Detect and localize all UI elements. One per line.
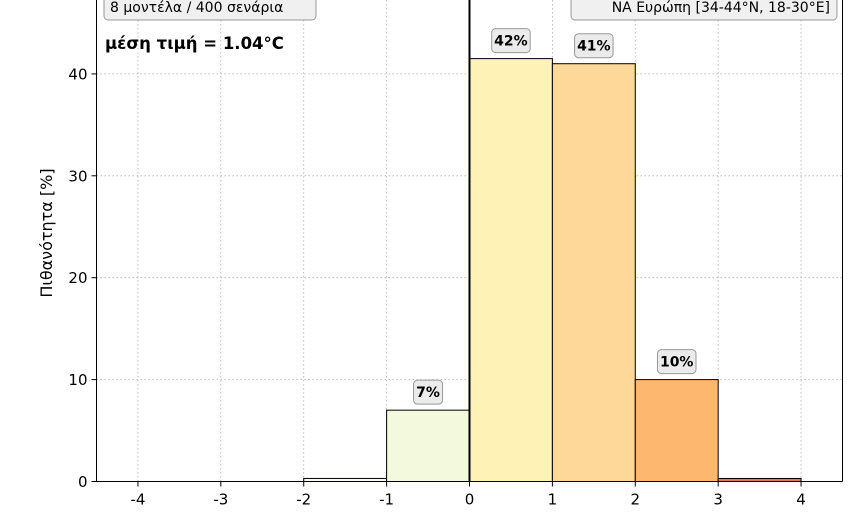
- bar-label-box: 7%: [413, 379, 444, 405]
- bar-value-labels: 7% 42% 41% 10%: [413, 28, 697, 405]
- bar-label-background: [491, 28, 531, 54]
- x-tick-label: 1: [548, 491, 558, 509]
- y-tick-label: 20: [68, 269, 87, 287]
- y-tick-label: 30: [68, 167, 87, 185]
- x-tick-label: -1: [379, 491, 394, 509]
- y-tick-label: 10: [68, 371, 87, 389]
- histogram-bar: [551, 63, 636, 483]
- y-tick-label: 40: [68, 65, 87, 83]
- bar-value-label: 10%: [660, 355, 694, 371]
- bar-label-box: 41%: [574, 33, 614, 59]
- x-axis-ticks: -4 -3 -2 -1 0 1 2 3 4: [130, 481, 806, 509]
- x-tick-label: 4: [796, 491, 806, 509]
- histogram-bar: [469, 58, 553, 483]
- histogram-bar: [634, 379, 719, 483]
- bar-label-box: 10%: [656, 349, 697, 375]
- x-tick-label: 0: [465, 491, 475, 509]
- bar-label-background: [656, 349, 697, 375]
- x-tick-label: 2: [631, 491, 641, 509]
- bar-label-background: [413, 379, 444, 405]
- bar-value-label: 7%: [416, 385, 440, 401]
- y-tick-label: 0: [78, 473, 88, 491]
- ensemble-info-text: 8 μοντέλα / 400 σενάρια: [110, 0, 283, 16]
- bar-value-label: 41%: [577, 39, 611, 55]
- region-info-box: ΝΑ Ευρώπη [34-44°N, 18-30°E]: [570, 0, 838, 21]
- y-axis-title: Πιθανότητα [%]: [37, 168, 56, 297]
- x-tick-label: -3: [213, 491, 228, 509]
- histogram-bar: [386, 409, 470, 483]
- x-tick-label: -4: [130, 491, 145, 509]
- x-tick-label: -2: [296, 491, 311, 509]
- bar-label-box: 42%: [491, 28, 531, 54]
- mean-value-text: μέση τιμή = 1.04°C: [105, 34, 284, 53]
- bar-label-background: [574, 33, 614, 59]
- bars-group: [303, 58, 802, 483]
- x-tick-label: 3: [713, 491, 723, 509]
- region-info-text: ΝΑ Ευρώπη [34-44°N, 18-30°E]: [612, 0, 830, 16]
- ensemble-info-box: 8 μοντέλα / 400 σενάρια: [103, 0, 317, 21]
- bar-value-label: 42%: [494, 34, 528, 50]
- y-axis-ticks: 01020304050: [68, 65, 97, 491]
